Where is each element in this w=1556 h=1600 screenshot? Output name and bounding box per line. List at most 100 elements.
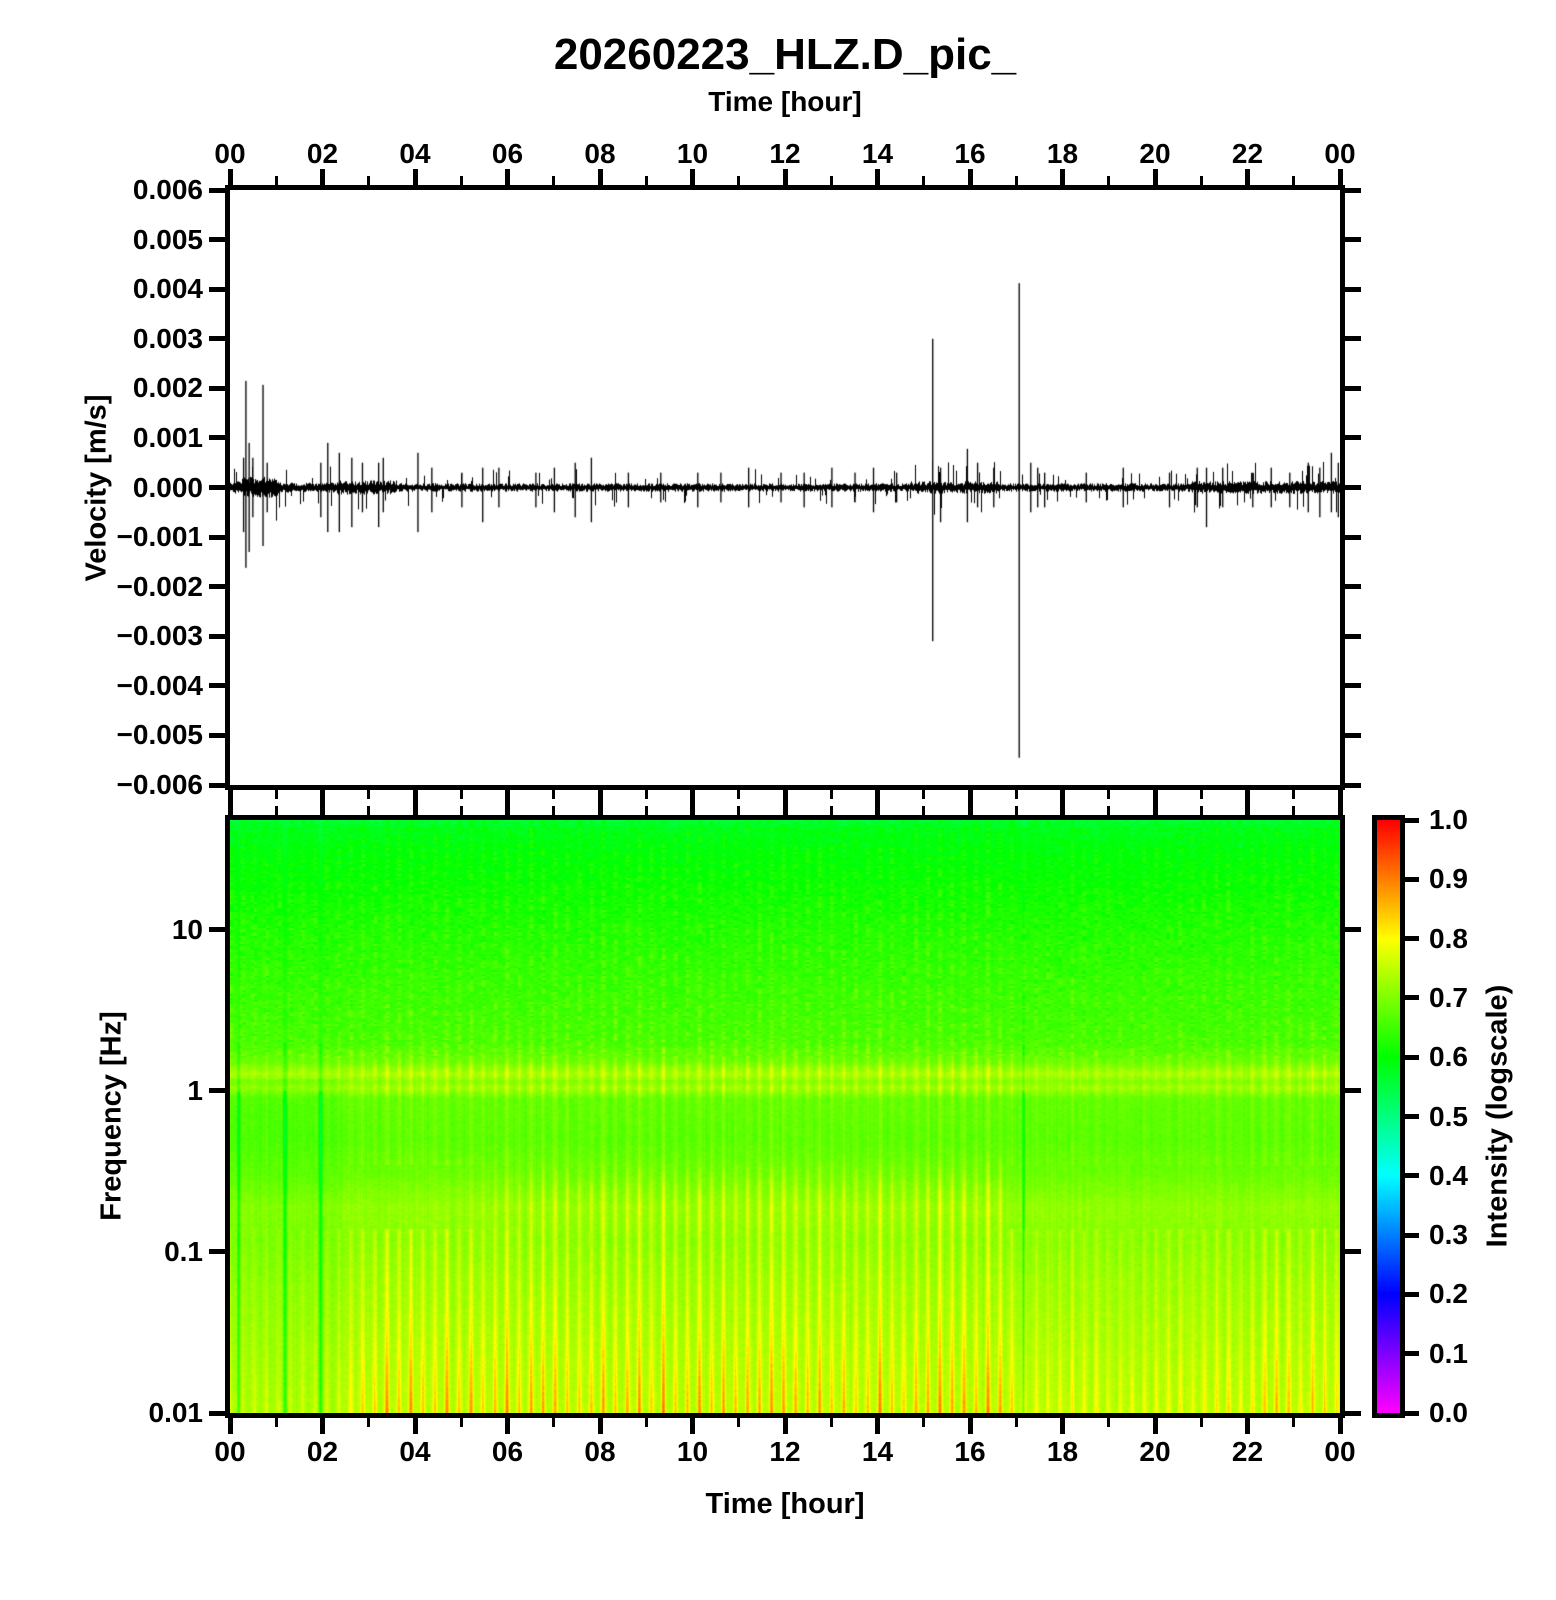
x-tick-bottom [922,1418,926,1427]
colorbar-tick-label: 0.1 [1429,1337,1468,1369]
x-tick-spectrogram-top [922,806,926,815]
colorbar-tick-label: 0.7 [1429,981,1468,1013]
waveform-ytick-left [209,336,225,342]
x-tick-waveform-bottom [644,790,648,799]
top-axis-tick-label: 00 [214,138,246,169]
x-tick-spectrogram-top [829,806,833,815]
x-tick-top [1152,169,1158,185]
spectrogram-ytick-left [209,927,225,933]
top-axis-tick-label: 22 [1231,138,1264,169]
x-tick-waveform-bottom [1199,790,1203,799]
waveform-ytick-right [1345,385,1361,391]
x-tick-bottom [552,1418,556,1427]
bottom-axis-tick-label: 12 [769,1436,801,1467]
x-tick-waveform-bottom [690,790,695,806]
x-tick-spectrogram-top [1152,799,1158,815]
figure-title: 20260223_HLZ.D_pic_ [553,30,1017,79]
x-tick-top [782,169,788,185]
waveform-ytick-label: −0.002 [116,570,203,602]
top-axis-tick-label: 14 [861,138,894,169]
spectrogram-canvas [230,820,1340,1413]
waveform-ytick-label: 0.003 [132,322,203,354]
spectrogram-ytick-label: 1 [187,1074,203,1106]
waveform-ytick-right [1345,534,1361,540]
x-tick-bottom [227,1418,233,1434]
x-tick-top [1337,169,1343,185]
spectrogram-ytick-right [1345,1249,1361,1255]
x-tick-top [274,176,278,185]
waveform-ytick-left [209,683,225,689]
waveform-ytick-left [209,385,225,391]
top-axis-tick-label: 06 [491,138,524,169]
waveform-ytick-right [1345,485,1361,490]
x-tick-spectrogram-top [597,799,603,815]
waveform-ytick-label: −0.005 [116,719,203,751]
x-tick-top [227,169,233,185]
x-tick-bottom [644,1418,648,1427]
colorbar-tick-label: 0.8 [1429,922,1468,954]
top-axis-tick-label: 00 [1324,138,1356,169]
colorbar-tick [1405,1410,1419,1416]
waveform-ytick-right [1345,286,1361,292]
x-tick-waveform-bottom [1060,790,1065,806]
x-tick-waveform-bottom [367,790,371,799]
waveform-ytick-left [209,584,225,590]
waveform-ytick-right [1345,732,1361,738]
x-tick-bottom [1060,1418,1065,1434]
colorbar-tick [1405,1291,1419,1297]
colorbar-tick-label: 0.4 [1429,1159,1468,1191]
x-tick-spectrogram-top [1060,799,1065,815]
x-tick-waveform-bottom [1152,790,1158,806]
x-tick-bottom [1337,1418,1343,1434]
colorbar-tick-label: 1.0 [1429,804,1468,835]
bottom-axis-tick-label: 18 [1046,1436,1079,1467]
top-axis-tick-label: 16 [954,138,986,169]
x-tick-spectrogram-top [967,799,973,815]
x-tick-waveform-bottom [967,790,973,806]
x-tick-spectrogram-top [875,799,880,815]
x-tick-spectrogram-top [1014,806,1018,815]
x-tick-spectrogram-top [505,799,510,815]
x-tick-spectrogram-top [552,806,556,815]
x-tick-spectrogram-top [1337,799,1343,815]
waveform-ytick-right [1345,584,1361,590]
x-tick-spectrogram-top [320,799,325,815]
waveform-ytick-label: −0.003 [116,620,203,652]
spectrogram-ytick-label: 10 [171,913,203,945]
x-tick-bottom [690,1418,695,1434]
top-axis-label: Time [hour] [708,86,862,117]
waveform-ytick-label: −0.006 [116,769,203,800]
x-tick-waveform-bottom [875,790,880,806]
x-tick-top [967,169,973,185]
x-tick-bottom [737,1418,741,1427]
x-tick-top [412,169,418,185]
x-tick-top [367,176,371,185]
x-tick-waveform-bottom [1337,790,1343,806]
spectrogram-ytick-left [209,1088,225,1094]
colorbar-tick [1405,817,1419,823]
waveform-ytick-left [209,534,225,540]
colorbar-tick [1405,995,1419,1001]
spectrogram-frame [225,815,1345,1418]
waveform-ytick-left [209,782,225,788]
waveform-ytick-left [209,237,225,243]
waveform-ytick-left [209,435,225,441]
x-tick-spectrogram-top [227,799,233,815]
x-tick-bottom [1107,1418,1111,1427]
waveform-ytick-right [1345,237,1361,243]
x-tick-bottom [412,1418,418,1434]
x-tick-waveform-bottom [320,790,325,806]
x-tick-spectrogram-top [367,806,371,815]
bottom-axis-tick-label: 08 [584,1436,616,1467]
x-tick-bottom [1152,1418,1158,1434]
colorbar-gradient [1377,820,1400,1413]
colorbar-frame [1372,815,1405,1418]
colorbar-tick-label: 0.5 [1429,1100,1468,1132]
x-tick-bottom [829,1418,833,1427]
x-tick-top [597,169,603,185]
x-tick-bottom [1245,1418,1250,1434]
x-tick-spectrogram-top [782,799,788,815]
waveform-frame [225,185,1345,790]
x-tick-top [875,169,880,185]
x-tick-waveform-bottom [922,790,926,799]
